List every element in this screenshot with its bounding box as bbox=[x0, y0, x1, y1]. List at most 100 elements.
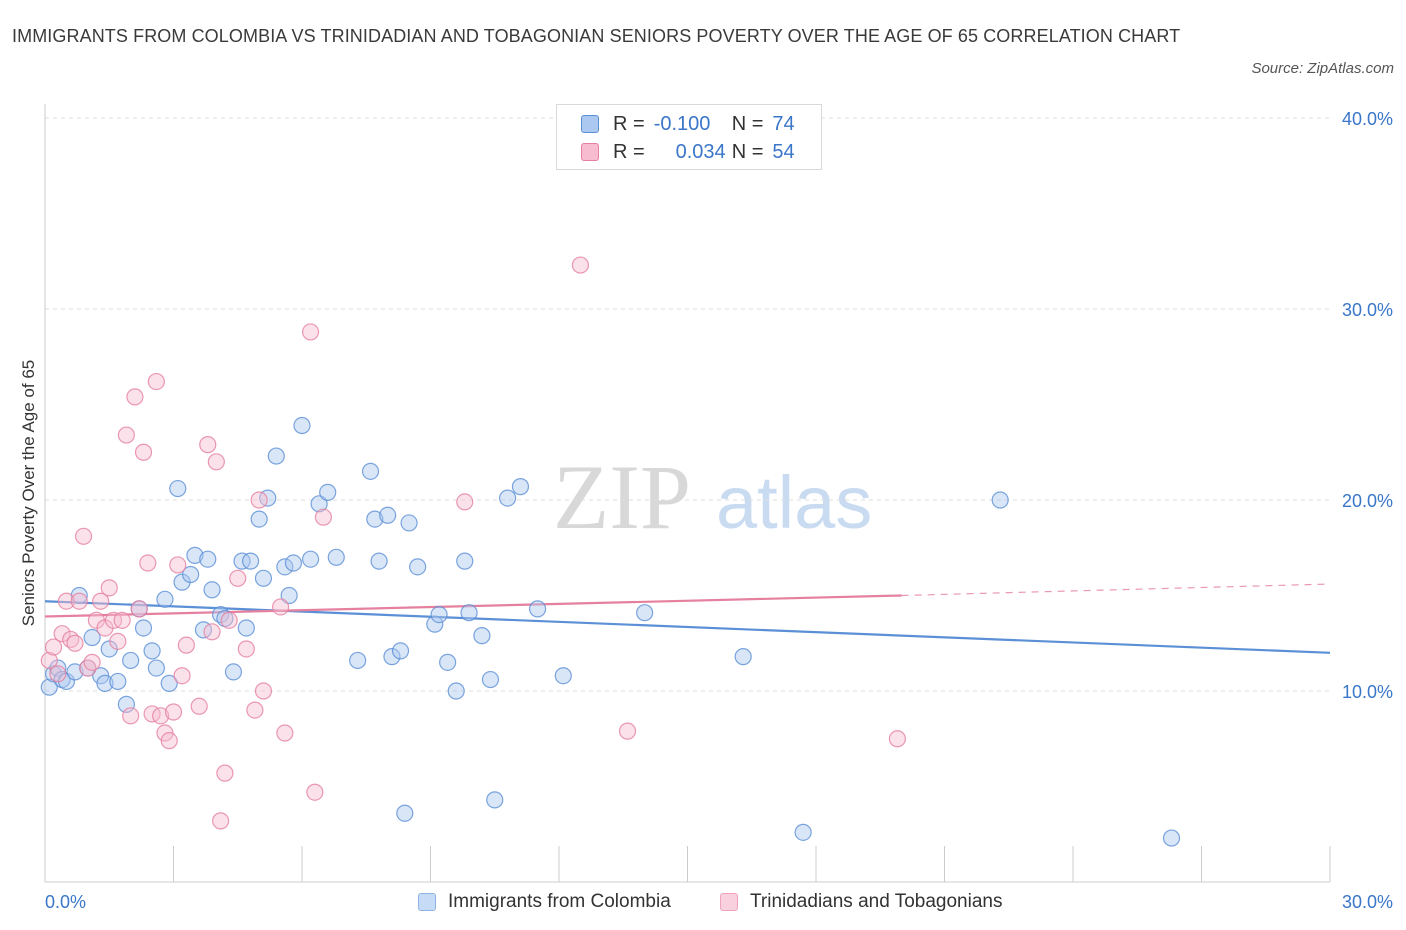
point-colombia bbox=[400, 514, 418, 532]
gridlines bbox=[45, 117, 1330, 692]
point-colombia bbox=[143, 642, 161, 660]
point-trinidad bbox=[57, 592, 76, 610]
point-trinidad bbox=[207, 453, 225, 471]
data-points bbox=[40, 256, 1181, 847]
point-colombia bbox=[147, 659, 165, 677]
r-label: R = bbox=[613, 112, 645, 135]
chart-title: IMMIGRANTS FROM COLOMBIA VS TRINIDADIAN … bbox=[12, 26, 1181, 46]
point-colombia bbox=[327, 548, 345, 566]
x-tick-label: 0.0% bbox=[45, 892, 86, 912]
point-colombia bbox=[366, 510, 384, 528]
point-trinidad bbox=[113, 611, 131, 629]
point-trinidad bbox=[216, 764, 234, 782]
axes: 10.0% 20.0% 30.0% 40.0% 0.0% 30.0% bbox=[44, 104, 1393, 912]
point-colombia bbox=[122, 651, 140, 670]
point-trinidad bbox=[139, 554, 157, 572]
point-colombia bbox=[254, 569, 273, 587]
x-tick-label: 30.0% bbox=[1342, 892, 1393, 912]
point-trinidad bbox=[160, 732, 178, 750]
point-colombia bbox=[447, 682, 465, 700]
legend-row-trinidad: R = 0.034 N = 54 bbox=[581, 138, 795, 166]
point-colombia bbox=[734, 648, 752, 666]
watermark-atlas: atlas bbox=[716, 461, 872, 544]
point-colombia bbox=[203, 581, 221, 599]
point-colombia bbox=[186, 546, 204, 564]
trend-extension-trinidad bbox=[901, 583, 1331, 597]
point-trinidad bbox=[571, 256, 590, 274]
point-colombia bbox=[456, 552, 474, 570]
point-trinidad bbox=[618, 722, 637, 740]
swatch-trinidad bbox=[581, 143, 599, 161]
r-value-trinidad: 0.034 bbox=[675, 140, 726, 163]
point-trinidad bbox=[66, 634, 84, 652]
point-trinidad bbox=[40, 651, 58, 670]
point-colombia bbox=[361, 462, 380, 480]
y-tick-label: 10.0% bbox=[1342, 682, 1393, 702]
point-colombia bbox=[481, 670, 500, 689]
point-trinidad bbox=[92, 592, 110, 610]
watermark: ZIP atlas bbox=[553, 446, 872, 548]
point-colombia bbox=[528, 600, 547, 618]
source-credit: Source: ZipAtlas.com bbox=[1251, 60, 1394, 77]
point-colombia bbox=[242, 552, 260, 570]
y-tick-label: 30.0% bbox=[1342, 300, 1393, 320]
point-trinidad bbox=[130, 600, 148, 618]
r-label: R = bbox=[613, 140, 645, 163]
point-trinidad bbox=[70, 592, 88, 610]
point-trinidad bbox=[134, 443, 153, 461]
point-trinidad bbox=[126, 388, 144, 406]
point-trinidad bbox=[220, 611, 238, 629]
point-colombia bbox=[156, 590, 174, 608]
series-legend-trinidad: Trinidadians and Tobagonians bbox=[720, 888, 1002, 916]
point-colombia bbox=[250, 510, 268, 528]
point-trinidad bbox=[169, 556, 187, 574]
point-colombia bbox=[473, 627, 491, 645]
point-colombia bbox=[293, 416, 311, 435]
point-trinidad bbox=[203, 623, 221, 641]
point-trinidad bbox=[190, 697, 208, 715]
point-trinidad bbox=[83, 653, 101, 671]
point-trinidad bbox=[271, 598, 290, 616]
series-legend-colombia: Immigrants from Colombia bbox=[418, 888, 671, 916]
point-trinidad bbox=[44, 638, 63, 656]
point-colombia bbox=[199, 550, 217, 568]
point-trinidad bbox=[117, 426, 135, 444]
point-colombia bbox=[237, 619, 255, 637]
point-colombia bbox=[224, 663, 243, 681]
point-colombia bbox=[280, 586, 298, 605]
point-colombia bbox=[83, 628, 101, 647]
point-trinidad bbox=[229, 569, 247, 587]
point-trinidad bbox=[237, 640, 255, 658]
point-colombia bbox=[426, 615, 444, 633]
point-colombia bbox=[499, 489, 517, 507]
point-trinidad bbox=[122, 707, 140, 725]
point-trinidad bbox=[109, 632, 127, 650]
point-trinidad bbox=[888, 730, 906, 748]
point-colombia bbox=[109, 672, 127, 691]
point-colombia bbox=[554, 667, 572, 685]
point-colombia bbox=[430, 605, 448, 624]
point-trinidad bbox=[100, 579, 118, 597]
point-colombia bbox=[486, 791, 504, 809]
point-colombia bbox=[511, 478, 530, 496]
r-value-colombia: -0.100 bbox=[653, 112, 711, 135]
point-colombia bbox=[379, 506, 397, 524]
point-colombia bbox=[349, 651, 367, 670]
legend-row-colombia: R = -0.100 N = 74 bbox=[581, 110, 795, 138]
point-colombia bbox=[391, 642, 410, 660]
point-trinidad bbox=[49, 665, 67, 683]
point-trinidad bbox=[301, 323, 320, 341]
point-colombia bbox=[276, 558, 294, 576]
point-colombia bbox=[319, 483, 337, 501]
point-trinidad bbox=[53, 625, 71, 643]
point-trinidad bbox=[147, 372, 165, 391]
point-colombia bbox=[66, 663, 84, 681]
point-colombia bbox=[991, 491, 1009, 509]
y-axis-label: Seniors Poverty Over the Age of 65 bbox=[19, 360, 38, 626]
y-tick-label: 20.0% bbox=[1342, 491, 1393, 511]
trend-lines bbox=[44, 583, 1331, 654]
point-colombia bbox=[96, 674, 114, 692]
point-colombia bbox=[40, 678, 58, 696]
point-colombia bbox=[134, 619, 153, 637]
